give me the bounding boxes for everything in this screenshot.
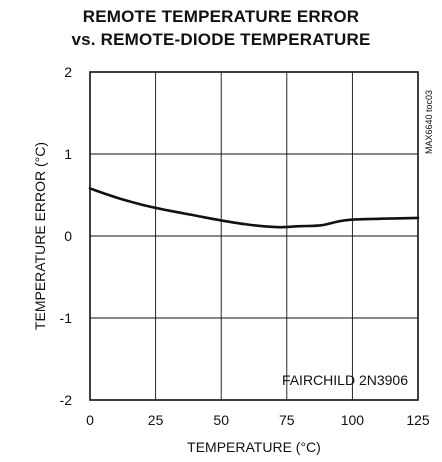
y-tick-label: -1 — [60, 310, 73, 326]
series-line — [88, 187, 420, 229]
chart-title: REMOTE TEMPERATURE ERROR — [82, 7, 360, 26]
y-tick-label: 0 — [64, 228, 72, 244]
y-tick-label: 2 — [64, 64, 72, 80]
plot-frame — [89, 71, 419, 401]
y-tick-label: -2 — [60, 392, 73, 408]
x-tick-label: 100 — [341, 412, 365, 428]
x-tick-label: 25 — [148, 412, 164, 428]
chart-subtitle: vs. REMOTE-DIODE TEMPERATURE — [71, 30, 371, 49]
x-tick-label: 125 — [406, 412, 430, 428]
x-axis-label: TEMPERATURE (°C) — [187, 439, 321, 455]
y-tick-label: 1 — [64, 146, 72, 162]
grid — [90, 72, 418, 400]
x-tick-label: 50 — [213, 412, 229, 428]
annotation-label: FAIRCHILD 2N3906 — [282, 372, 408, 388]
figure-id-label: MAX6640 toc03 — [424, 90, 434, 154]
tick-labels: 0 25 50 75 100 125 2 1 0 -1 -2 — [60, 64, 430, 428]
x-tick-label: 75 — [279, 412, 295, 428]
y-axis-label: TEMPERATURE ERROR (°C) — [32, 142, 48, 330]
x-tick-label: 0 — [86, 412, 94, 428]
